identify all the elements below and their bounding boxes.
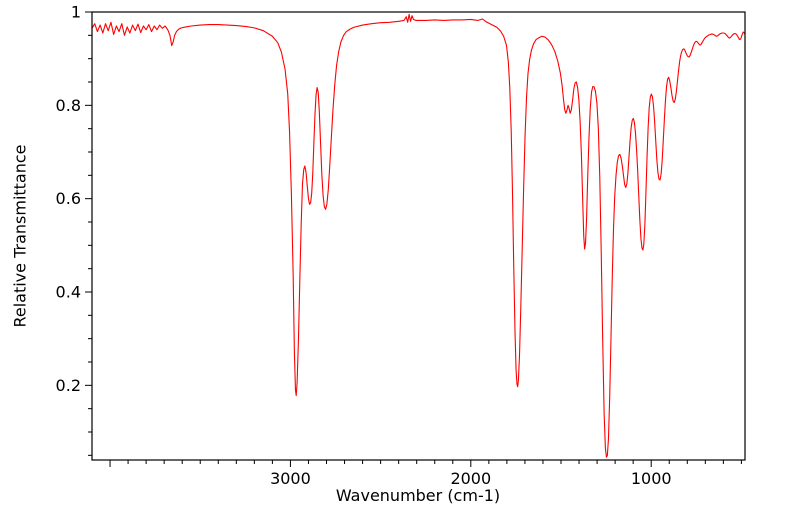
y-tick-label: 0.8 bbox=[56, 96, 81, 115]
y-tick-label: 0.6 bbox=[56, 189, 81, 208]
x-tick-label: 3000 bbox=[270, 469, 311, 488]
y-axis-label: Relative Transmittance bbox=[10, 144, 30, 328]
y-tick-label: 0.4 bbox=[56, 283, 81, 302]
x-tick-label: 1000 bbox=[631, 469, 672, 488]
x-tick-label: 2000 bbox=[450, 469, 491, 488]
y-tick-label: 1 bbox=[71, 3, 81, 22]
x-axis-label: Wavenumber (cm-1) bbox=[335, 486, 501, 505]
spectrum-line bbox=[92, 13, 745, 458]
plot-frame bbox=[91, 11, 746, 461]
y-tick-label: 0.2 bbox=[56, 376, 81, 395]
